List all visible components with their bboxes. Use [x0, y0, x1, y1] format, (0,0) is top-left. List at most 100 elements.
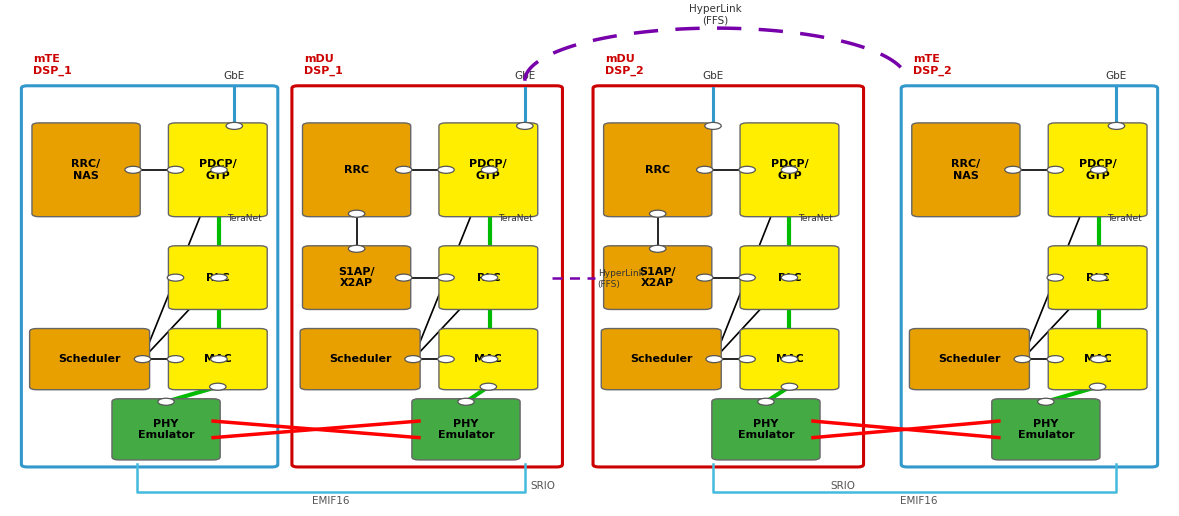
Text: TeraNet: TeraNet: [228, 214, 262, 223]
Circle shape: [211, 356, 228, 363]
Text: MAC: MAC: [474, 354, 502, 364]
Text: PDCP/
GTP: PDCP/ GTP: [469, 159, 507, 181]
Text: Scheduler: Scheduler: [938, 354, 1001, 364]
Circle shape: [650, 245, 666, 252]
FancyBboxPatch shape: [303, 123, 410, 217]
FancyBboxPatch shape: [169, 329, 268, 390]
Circle shape: [210, 383, 226, 390]
Text: PHY
Emulator: PHY Emulator: [138, 418, 195, 440]
Circle shape: [481, 166, 498, 173]
Text: MAC: MAC: [204, 354, 232, 364]
Circle shape: [739, 274, 756, 281]
Circle shape: [1089, 383, 1106, 390]
FancyBboxPatch shape: [439, 329, 538, 390]
Circle shape: [1091, 356, 1107, 363]
Circle shape: [1038, 398, 1054, 405]
FancyBboxPatch shape: [29, 329, 150, 390]
FancyBboxPatch shape: [169, 246, 268, 310]
Circle shape: [650, 210, 666, 217]
Text: mTE
DSP_1: mTE DSP_1: [33, 54, 72, 76]
Circle shape: [782, 274, 798, 281]
Text: GbE: GbE: [224, 71, 245, 81]
Text: GbE: GbE: [703, 71, 724, 81]
Circle shape: [706, 356, 723, 363]
FancyBboxPatch shape: [1048, 246, 1147, 310]
Circle shape: [437, 166, 454, 173]
FancyBboxPatch shape: [112, 399, 220, 460]
FancyBboxPatch shape: [604, 246, 712, 310]
Circle shape: [457, 398, 474, 405]
Circle shape: [782, 166, 798, 173]
Circle shape: [480, 383, 496, 390]
Circle shape: [167, 274, 184, 281]
Text: HyperLink
(FFS): HyperLink (FFS): [598, 269, 644, 288]
FancyBboxPatch shape: [909, 329, 1029, 390]
Circle shape: [437, 356, 454, 363]
Text: Scheduler: Scheduler: [630, 354, 692, 364]
Text: Scheduler: Scheduler: [58, 354, 121, 364]
Text: MAC: MAC: [776, 354, 803, 364]
FancyBboxPatch shape: [439, 246, 538, 310]
Circle shape: [167, 356, 184, 363]
Circle shape: [739, 166, 756, 173]
Circle shape: [211, 274, 228, 281]
Text: GbE: GbE: [1106, 71, 1127, 81]
Text: PHY
Emulator: PHY Emulator: [437, 418, 494, 440]
Circle shape: [437, 274, 454, 281]
Circle shape: [1091, 274, 1107, 281]
FancyBboxPatch shape: [301, 329, 420, 390]
Text: RRC: RRC: [344, 165, 369, 175]
Circle shape: [226, 122, 243, 130]
Text: TeraNet: TeraNet: [1107, 214, 1141, 223]
Text: RLC: RLC: [778, 272, 802, 283]
Text: PDCP/
GTP: PDCP/ GTP: [771, 159, 809, 181]
FancyBboxPatch shape: [411, 399, 520, 460]
Circle shape: [1047, 356, 1063, 363]
Text: mDU
DSP_1: mDU DSP_1: [304, 54, 342, 76]
Text: HyperLink
(FFS): HyperLink (FFS): [689, 4, 742, 26]
FancyBboxPatch shape: [439, 123, 538, 217]
Circle shape: [167, 166, 184, 173]
Circle shape: [1047, 166, 1063, 173]
Circle shape: [1047, 274, 1063, 281]
Text: GbE: GbE: [514, 71, 535, 81]
Text: SRIO: SRIO: [529, 480, 555, 491]
Circle shape: [782, 356, 798, 363]
Circle shape: [1091, 166, 1107, 173]
Circle shape: [697, 166, 713, 173]
Circle shape: [211, 166, 228, 173]
Text: Scheduler: Scheduler: [329, 354, 391, 364]
Text: RRC: RRC: [645, 165, 671, 175]
Text: RLC: RLC: [1086, 272, 1109, 283]
Circle shape: [481, 274, 498, 281]
Circle shape: [1014, 356, 1030, 363]
Text: EMIF16: EMIF16: [312, 495, 349, 506]
Text: RLC: RLC: [206, 272, 230, 283]
Circle shape: [1005, 166, 1021, 173]
Text: RLC: RLC: [476, 272, 500, 283]
Text: MAC: MAC: [1084, 354, 1112, 364]
FancyBboxPatch shape: [601, 329, 722, 390]
FancyBboxPatch shape: [740, 123, 839, 217]
FancyBboxPatch shape: [1048, 123, 1147, 217]
Circle shape: [348, 210, 364, 217]
Text: TeraNet: TeraNet: [498, 214, 533, 223]
Circle shape: [516, 122, 533, 130]
Text: mTE
DSP_2: mTE DSP_2: [913, 54, 951, 76]
Text: PHY
Emulator: PHY Emulator: [738, 418, 795, 440]
FancyBboxPatch shape: [169, 123, 268, 217]
FancyBboxPatch shape: [911, 123, 1020, 217]
Circle shape: [697, 274, 713, 281]
Circle shape: [404, 356, 421, 363]
Circle shape: [1108, 122, 1125, 130]
Text: PDCP/
GTP: PDCP/ GTP: [1079, 159, 1117, 181]
Circle shape: [134, 356, 151, 363]
Circle shape: [481, 356, 498, 363]
FancyBboxPatch shape: [740, 246, 839, 310]
FancyBboxPatch shape: [1048, 329, 1147, 390]
Text: EMIF16: EMIF16: [900, 495, 937, 506]
Circle shape: [758, 398, 775, 405]
Circle shape: [158, 398, 174, 405]
FancyBboxPatch shape: [740, 329, 839, 390]
Circle shape: [348, 245, 364, 252]
